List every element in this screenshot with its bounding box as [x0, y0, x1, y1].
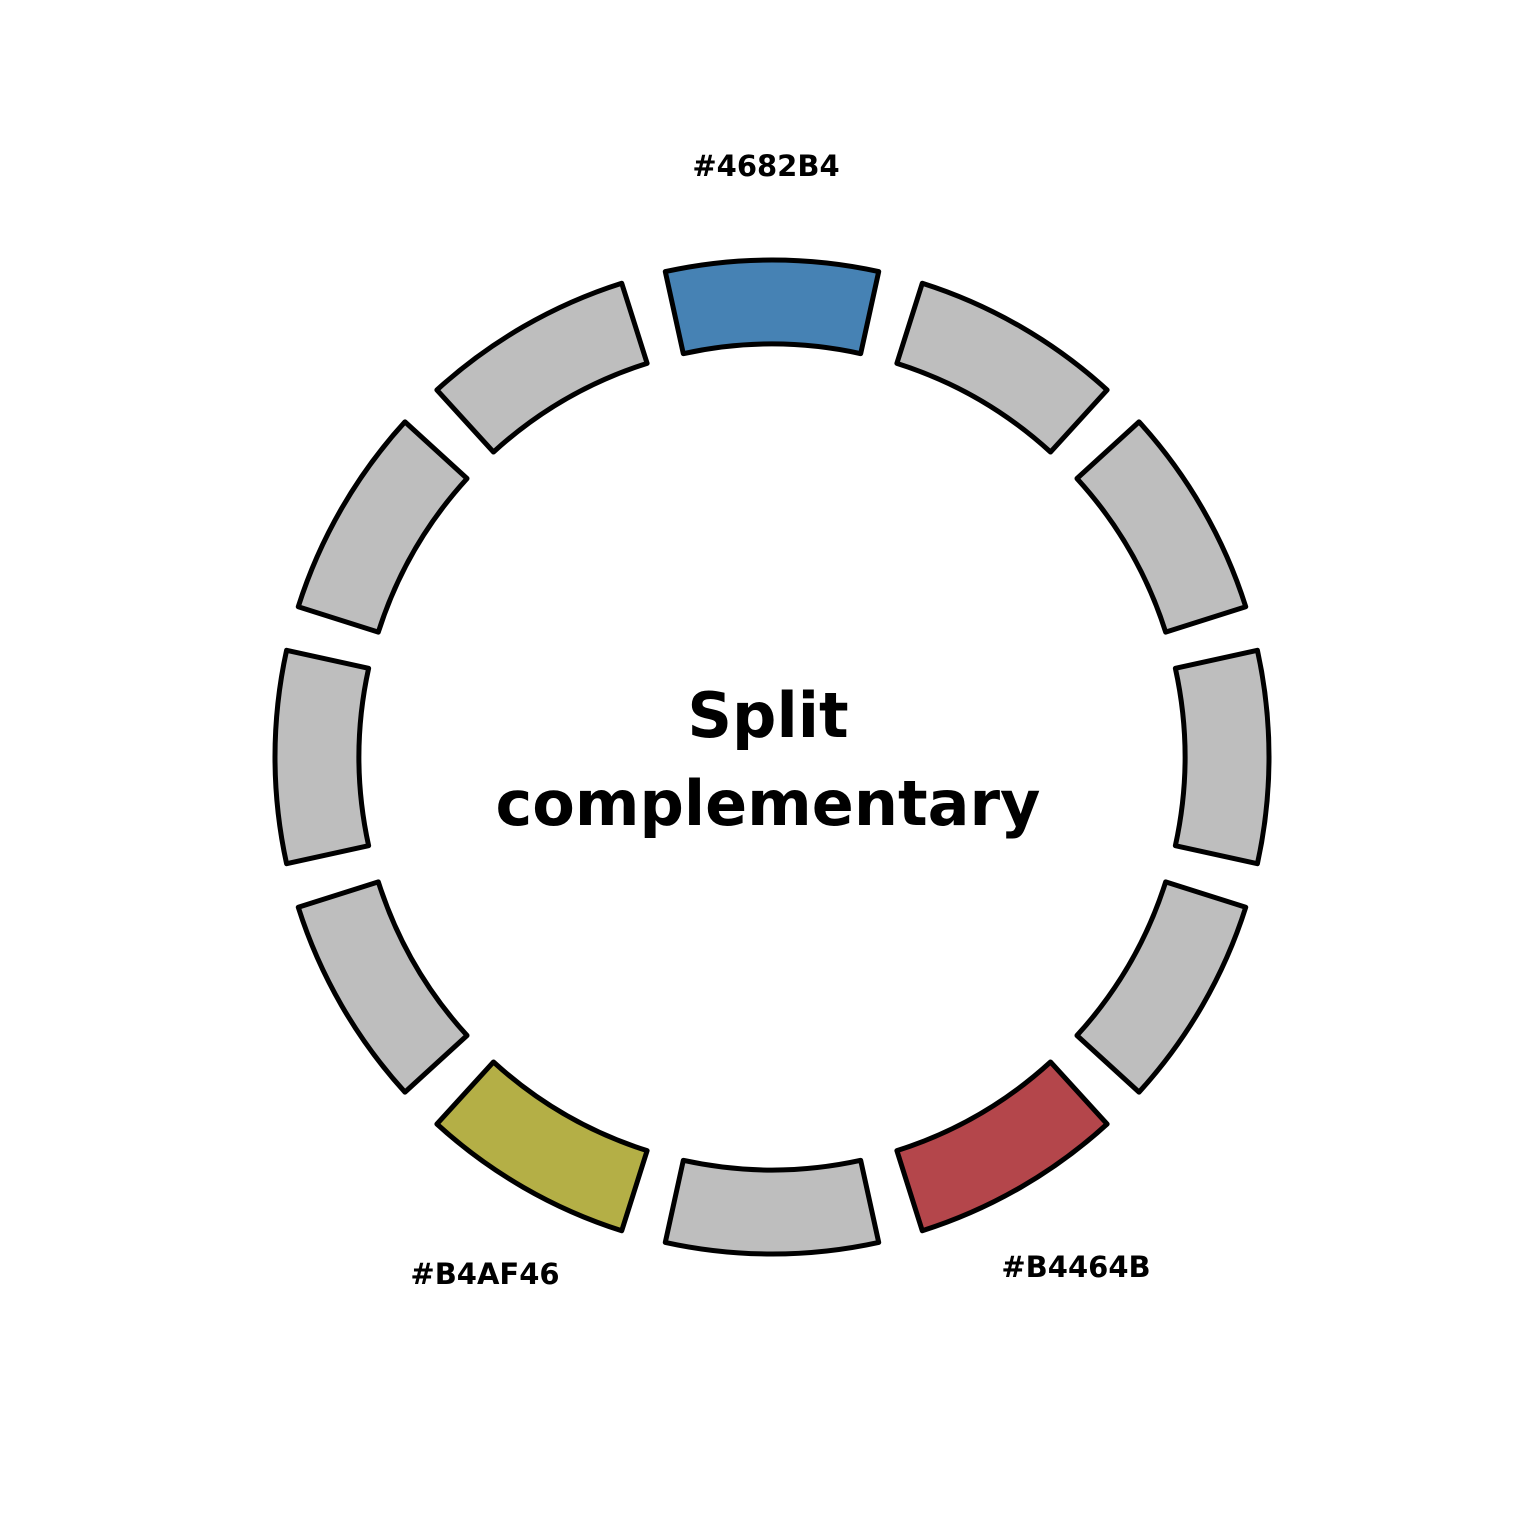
wheel-segment — [662, 1157, 882, 1257]
wheel-segment — [295, 419, 470, 635]
hex-label-primary: #4682B4 — [692, 149, 840, 183]
wheel-segment — [894, 280, 1110, 455]
wheel-segment — [434, 280, 650, 455]
hex-label-complement-b: #B4AF46 — [410, 1257, 560, 1291]
scheme-title-line1: Split — [687, 679, 849, 752]
scheme-title: Split complementary — [368, 672, 1168, 848]
wheel-segment — [1074, 879, 1249, 1095]
scheme-title-line2: complementary — [495, 767, 1041, 840]
wheel-segment-highlighted — [894, 1059, 1110, 1234]
wheel-segment-highlighted — [434, 1059, 650, 1234]
wheel-segment-highlighted — [662, 257, 882, 357]
wheel-segment — [1172, 647, 1272, 867]
wheel-segment — [1074, 419, 1249, 635]
hex-label-complement-a: #B4464B — [1001, 1250, 1151, 1284]
wheel-segment — [272, 647, 372, 867]
wheel-segment — [295, 879, 470, 1095]
